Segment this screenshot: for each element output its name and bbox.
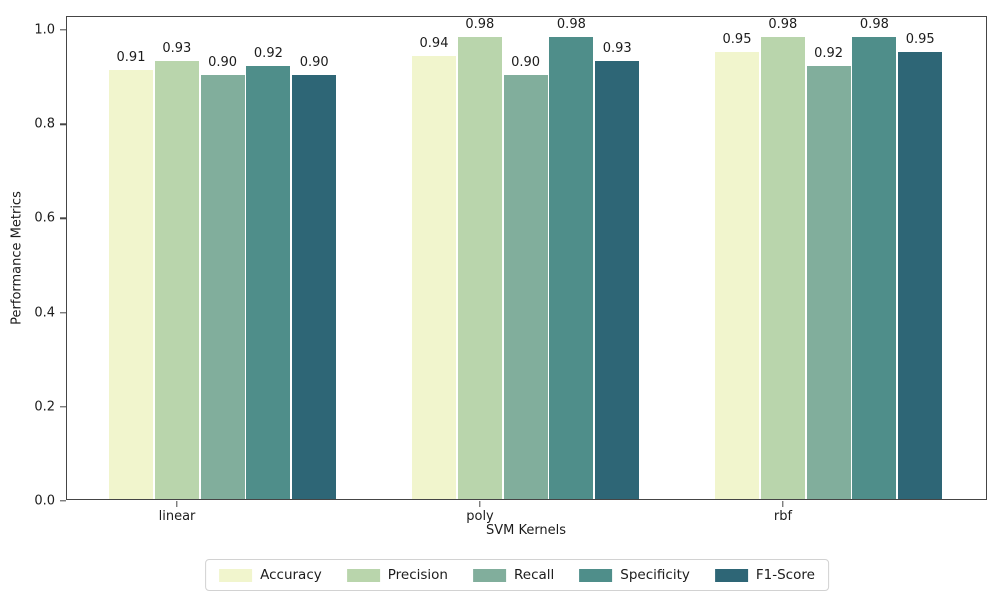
- legend-swatch: [714, 568, 748, 582]
- x-tick-label-linear: linear: [158, 509, 196, 524]
- x-tick-label-rbf: rbf: [773, 509, 793, 524]
- bar-specificity-rbf: [852, 37, 897, 499]
- bar-value-label: 0.98: [465, 17, 495, 33]
- legend-label: F1-Score: [755, 567, 815, 583]
- bar-accuracy-linear: [109, 70, 153, 499]
- bar-value-label: 0.90: [208, 55, 238, 71]
- y-tick-mark: [60, 406, 66, 408]
- legend-label: Recall: [513, 567, 555, 583]
- legend-swatch: [472, 568, 506, 582]
- bar-precision-poly: [457, 37, 502, 499]
- bar-accuracy-rbf: [715, 51, 759, 499]
- bar-value-label: 0.98: [859, 17, 889, 33]
- legend-item-f1-score: F1-Score: [714, 567, 815, 583]
- legend-item-precision: Precision: [346, 567, 448, 583]
- legend-label: Precision: [387, 567, 448, 583]
- y-tick-mark: [60, 29, 66, 31]
- bar-precision-linear: [154, 60, 199, 499]
- legend-swatch: [219, 568, 253, 582]
- legend-label: Specificity: [620, 567, 690, 583]
- legend-swatch: [346, 568, 380, 582]
- y-axis-label: Performance Metrics: [9, 191, 25, 325]
- y-tick-mark: [60, 217, 66, 220]
- bar-recall-rbf: [806, 65, 851, 499]
- x-tick-mark: [176, 501, 178, 507]
- legend-item-recall: Recall: [472, 567, 555, 583]
- bar-specificity-poly: [549, 37, 594, 499]
- y-tick-label: 0.0: [34, 493, 55, 509]
- bar-value-label: 0.98: [556, 17, 586, 33]
- y-tick-label: 0.6: [34, 210, 55, 226]
- bar-value-label: 0.92: [814, 45, 844, 61]
- legend-label: Accuracy: [260, 567, 322, 583]
- bar-value-label: 0.90: [299, 55, 329, 71]
- bar-value-label: 0.93: [602, 40, 632, 56]
- x-tick-label-poly: poly: [466, 509, 494, 524]
- legend: Accuracy Precision Recall Specificity F1-Sco…: [205, 559, 829, 591]
- legend-item-specificity: Specificity: [579, 567, 690, 583]
- bar-value-label: 0.90: [511, 55, 541, 71]
- bar-f1-score-rbf: [898, 51, 943, 499]
- legend-swatch: [579, 568, 613, 582]
- y-tick-mark: [60, 311, 66, 314]
- bar-value-label: 0.92: [253, 45, 283, 61]
- bar-accuracy-poly: [412, 56, 456, 499]
- bar-value-label: 0.95: [905, 31, 935, 47]
- bar-specificity-linear: [246, 65, 291, 499]
- bar-value-label: 0.93: [162, 40, 192, 56]
- bar-precision-rbf: [760, 37, 805, 499]
- y-tick-label: 1.0: [34, 22, 55, 38]
- y-tick-label: 0.2: [34, 399, 55, 415]
- y-tick-label: 0.8: [34, 116, 55, 132]
- bar-value-label: 0.95: [722, 31, 752, 47]
- y-tick-mark: [60, 500, 66, 502]
- bar-recall-poly: [503, 75, 548, 499]
- x-tick-mark: [782, 501, 784, 507]
- bar-f1-score-linear: [292, 75, 337, 499]
- bar-f1-score-poly: [595, 60, 640, 499]
- x-axis-label: SVM Kernels: [485, 523, 567, 538]
- y-tick-mark: [60, 123, 66, 125]
- bar-value-label: 0.91: [116, 50, 146, 66]
- bar-recall-linear: [200, 75, 245, 499]
- plot-area: 0.91 0.93 0.90 0.92 0.90 linear 0.94 0.98 0.90 0.…: [34, 16, 987, 524]
- bar-value-label: 0.94: [419, 36, 449, 52]
- bar-value-label: 0.98: [768, 17, 798, 33]
- legend-item-accuracy: Accuracy: [219, 567, 322, 583]
- y-tick-label: 0.4: [34, 305, 55, 321]
- x-tick-mark: [479, 501, 481, 507]
